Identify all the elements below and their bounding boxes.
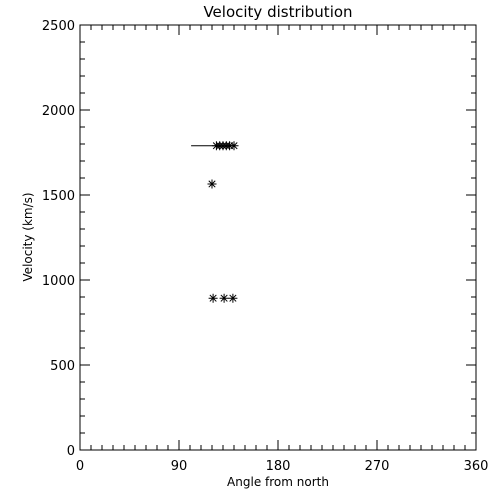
axis-ticks — [79, 24, 477, 451]
y-tick-label: 500 — [50, 359, 75, 374]
y-tick-label: 2000 — [42, 104, 75, 119]
x-tick-label: 270 — [365, 459, 390, 474]
x-tick-label: 360 — [464, 459, 489, 474]
x-tick-label: 180 — [266, 459, 291, 474]
y-tick-label: 1500 — [42, 189, 75, 204]
data-points — [207, 141, 239, 303]
data-point-asterisk — [207, 179, 217, 189]
data-point-asterisk — [208, 293, 218, 303]
data-point-asterisk — [219, 293, 229, 303]
tick-labels: 0 90 180 270 360 0 500 1000 1500 2000 2500 — [42, 19, 489, 474]
x-axis-label: Angle from north — [227, 475, 329, 489]
y-tick-label: 0 — [67, 444, 75, 459]
data-point-asterisk — [229, 141, 239, 151]
x-tick-label: 90 — [171, 459, 188, 474]
chart-title: Velocity distribution — [203, 3, 352, 21]
y-tick-label: 2500 — [42, 19, 75, 34]
data-point-asterisk — [228, 293, 238, 303]
x-tick-label: 0 — [76, 459, 84, 474]
y-axis-label: Velocity (km/s) — [21, 192, 35, 281]
y-tick-label: 1000 — [42, 274, 75, 289]
